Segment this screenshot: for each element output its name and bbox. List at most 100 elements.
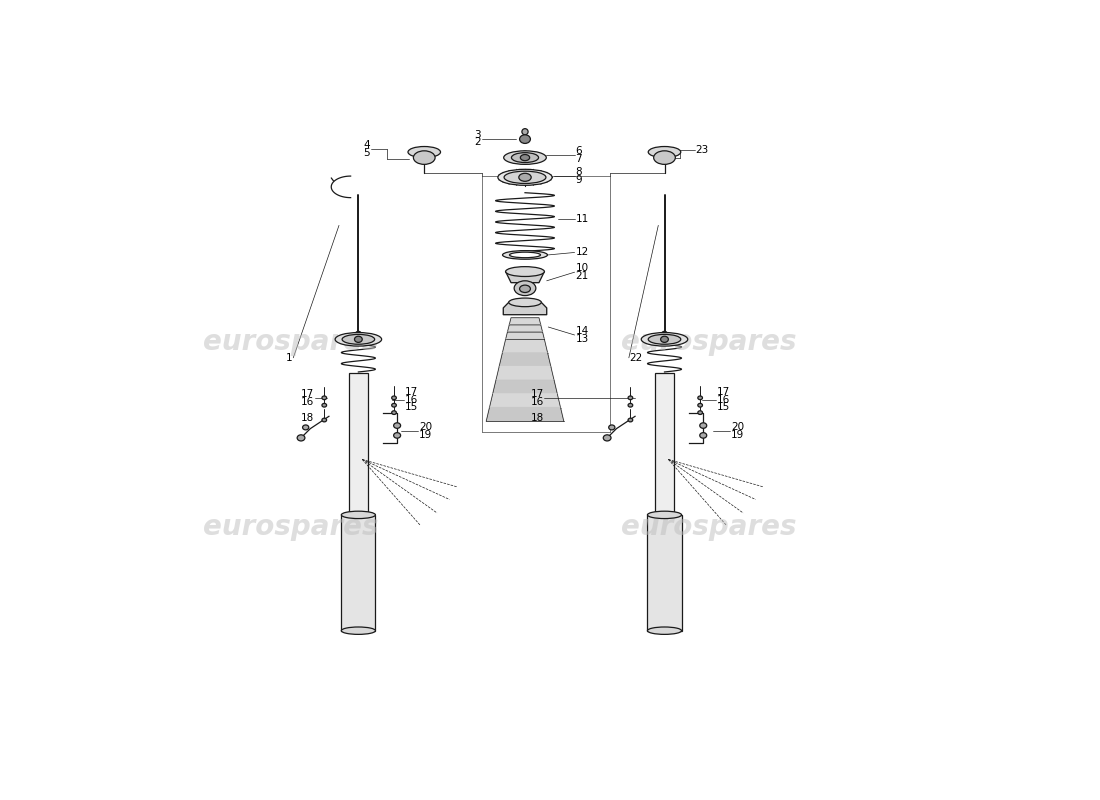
Text: 18: 18 xyxy=(301,413,315,422)
Ellipse shape xyxy=(342,334,375,344)
Text: 19: 19 xyxy=(419,430,432,440)
Text: 20: 20 xyxy=(419,422,432,433)
Polygon shape xyxy=(496,366,554,380)
Ellipse shape xyxy=(341,627,375,634)
Text: 15: 15 xyxy=(717,402,730,412)
Text: 14: 14 xyxy=(575,326,589,336)
Polygon shape xyxy=(504,302,547,314)
Ellipse shape xyxy=(648,627,682,634)
Polygon shape xyxy=(490,394,561,407)
Text: 22: 22 xyxy=(629,353,642,363)
Ellipse shape xyxy=(519,135,530,143)
Text: 19: 19 xyxy=(732,430,745,440)
Ellipse shape xyxy=(520,154,530,161)
Ellipse shape xyxy=(519,174,531,182)
Ellipse shape xyxy=(661,331,668,338)
Ellipse shape xyxy=(392,403,396,407)
Ellipse shape xyxy=(653,151,675,164)
Text: 6: 6 xyxy=(575,146,582,157)
Text: 13: 13 xyxy=(575,334,589,344)
Polygon shape xyxy=(486,407,563,422)
Text: 17: 17 xyxy=(405,387,418,398)
Ellipse shape xyxy=(512,153,539,162)
Text: eurospares: eurospares xyxy=(204,514,378,542)
Polygon shape xyxy=(506,332,544,339)
Ellipse shape xyxy=(700,433,706,438)
Ellipse shape xyxy=(509,252,540,258)
Text: 16: 16 xyxy=(530,397,543,406)
Text: 17: 17 xyxy=(717,387,730,398)
Ellipse shape xyxy=(504,171,546,183)
Ellipse shape xyxy=(341,511,375,518)
Text: 10: 10 xyxy=(575,263,589,274)
Bar xyxy=(349,373,367,515)
Ellipse shape xyxy=(394,433,400,438)
Ellipse shape xyxy=(354,336,362,342)
Ellipse shape xyxy=(648,334,681,344)
Ellipse shape xyxy=(322,403,327,407)
Ellipse shape xyxy=(628,396,632,400)
Bar xyxy=(656,373,674,515)
Text: 15: 15 xyxy=(405,402,418,412)
Ellipse shape xyxy=(700,422,706,428)
Text: 12: 12 xyxy=(575,247,589,258)
Text: 16: 16 xyxy=(717,394,730,405)
Ellipse shape xyxy=(414,151,436,164)
Ellipse shape xyxy=(648,146,681,158)
Text: eurospares: eurospares xyxy=(620,514,796,542)
Ellipse shape xyxy=(628,403,632,407)
Ellipse shape xyxy=(603,435,611,441)
Ellipse shape xyxy=(697,410,703,414)
Text: 7: 7 xyxy=(575,154,582,164)
Text: 5: 5 xyxy=(363,148,370,158)
Text: 4: 4 xyxy=(363,140,370,150)
Polygon shape xyxy=(493,380,558,394)
Text: 20: 20 xyxy=(732,422,745,433)
Ellipse shape xyxy=(521,151,529,157)
Bar xyxy=(648,515,682,630)
Ellipse shape xyxy=(641,333,688,346)
Ellipse shape xyxy=(322,418,327,422)
Ellipse shape xyxy=(514,281,536,295)
Text: eurospares: eurospares xyxy=(204,328,378,357)
Ellipse shape xyxy=(394,422,400,428)
Ellipse shape xyxy=(628,418,632,422)
Ellipse shape xyxy=(392,410,396,414)
Text: 23: 23 xyxy=(695,146,708,155)
Ellipse shape xyxy=(504,151,547,164)
Text: 8: 8 xyxy=(575,167,582,178)
Text: 11: 11 xyxy=(575,214,589,224)
Ellipse shape xyxy=(355,331,362,338)
Text: 18: 18 xyxy=(530,413,543,422)
Polygon shape xyxy=(509,318,541,325)
Ellipse shape xyxy=(302,425,309,430)
Text: 1: 1 xyxy=(286,353,293,363)
Ellipse shape xyxy=(608,425,615,430)
Text: 21: 21 xyxy=(575,271,589,281)
Bar xyxy=(341,515,375,630)
Text: 17: 17 xyxy=(301,389,315,399)
Ellipse shape xyxy=(322,396,327,400)
Text: 9: 9 xyxy=(575,174,582,185)
Ellipse shape xyxy=(506,266,544,277)
Polygon shape xyxy=(499,353,551,366)
Text: 16: 16 xyxy=(301,397,315,406)
Text: 3: 3 xyxy=(474,130,481,140)
Text: 17: 17 xyxy=(530,389,543,399)
Ellipse shape xyxy=(498,170,552,186)
Polygon shape xyxy=(507,325,542,332)
Ellipse shape xyxy=(503,250,548,259)
Text: 16: 16 xyxy=(405,394,418,405)
Text: eurospares: eurospares xyxy=(620,328,796,357)
Ellipse shape xyxy=(661,336,669,342)
Ellipse shape xyxy=(648,511,682,518)
Ellipse shape xyxy=(336,333,382,346)
Ellipse shape xyxy=(697,403,703,407)
Ellipse shape xyxy=(519,285,530,293)
Polygon shape xyxy=(503,339,548,353)
Polygon shape xyxy=(506,271,544,282)
Ellipse shape xyxy=(408,146,440,158)
Ellipse shape xyxy=(508,298,541,306)
Text: 2: 2 xyxy=(474,137,481,147)
Ellipse shape xyxy=(392,396,396,400)
